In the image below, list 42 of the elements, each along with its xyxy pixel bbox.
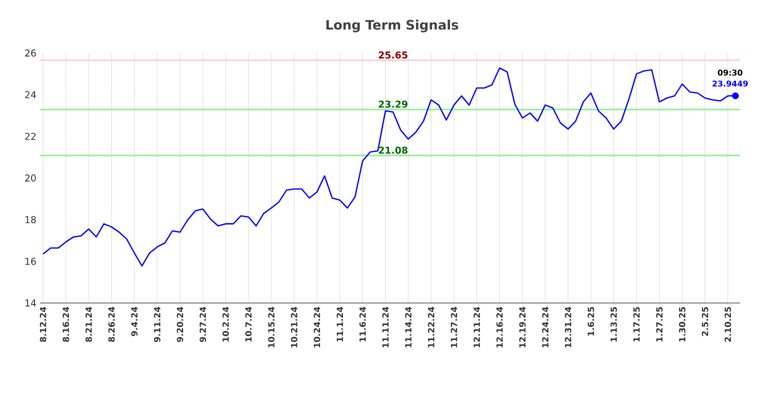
x-tick-label: 11.6.24 bbox=[359, 306, 366, 342]
x-tick-label: 10.24.24 bbox=[314, 306, 320, 348]
ref-line-label: 23.29 bbox=[378, 100, 408, 108]
x-tick-label: 11.27.24 bbox=[450, 306, 458, 348]
x-tick-label: 10.7.24 bbox=[245, 306, 252, 342]
x-tick-label: 8.21.24 bbox=[86, 306, 92, 342]
x-tick-label: 12.31.24 bbox=[564, 306, 572, 348]
y-tick-label: 14 bbox=[25, 300, 36, 306]
x-tick-label: 1.13.25 bbox=[610, 307, 617, 342]
x-tick-label: 1.27.25 bbox=[656, 307, 663, 342]
x-tick-label: 12.24.24 bbox=[542, 306, 548, 348]
x-tick-label: 11.1.24 bbox=[336, 306, 343, 342]
y-tick-label: 16 bbox=[25, 258, 36, 265]
x-tick-label: 1.30.25 bbox=[678, 307, 686, 342]
x-tick-label: 11.22.24 bbox=[428, 306, 434, 348]
y-tick-label: 18 bbox=[25, 216, 36, 224]
x-tick-label: 10.15.24 bbox=[268, 306, 275, 348]
y-tick-label: 26 bbox=[25, 49, 36, 57]
x-tick-label: 8.16.24 bbox=[62, 306, 70, 342]
x-tick-label: 8.12.24 bbox=[40, 306, 46, 342]
ref-line-label: 21.08 bbox=[378, 146, 408, 154]
x-tick-label: 9.20.24 bbox=[176, 306, 184, 342]
y-tick-label: 24 bbox=[25, 91, 36, 98]
y-tick-label: 22 bbox=[25, 132, 36, 140]
x-tick-label: 2.10.25 bbox=[724, 307, 732, 342]
x-tick-label: 9.27.24 bbox=[200, 306, 206, 342]
x-tick-label: 2.5.25 bbox=[702, 307, 708, 336]
x-tick-label: 12.16.24 bbox=[496, 306, 503, 348]
chart-title: Long Term Signals bbox=[326, 20, 458, 32]
x-tick-label: 8.26.24 bbox=[108, 306, 115, 342]
x-tick-label: 1.6.25 bbox=[588, 307, 594, 336]
x-tick-label: 10.2.24 bbox=[222, 306, 229, 342]
x-tick-label: 11.11.24 bbox=[382, 306, 389, 348]
x-tick-label: 11.14.24 bbox=[405, 306, 412, 348]
x-tick-label: 10.21.24 bbox=[290, 306, 298, 348]
x-tick-label: 1.17.25 bbox=[633, 307, 640, 342]
ref-line-label: 25.65 bbox=[378, 51, 408, 59]
x-tick-label: 9.11.24 bbox=[154, 306, 160, 342]
x-tick-label: 9.4.24 bbox=[131, 306, 138, 336]
y-tick-label: 20 bbox=[25, 174, 36, 182]
x-tick-label: 12.11.24 bbox=[474, 306, 480, 348]
x-tick-label: 12.19.24 bbox=[519, 306, 526, 348]
